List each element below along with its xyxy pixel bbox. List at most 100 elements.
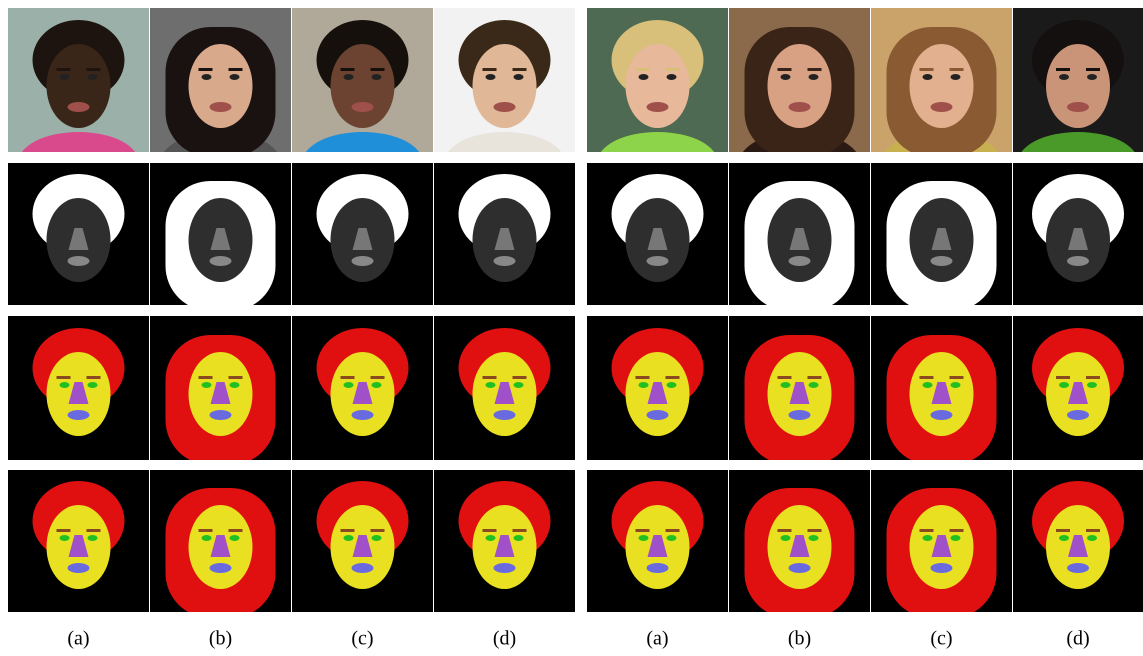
eye [230, 535, 240, 541]
eye [514, 74, 524, 80]
caption: (d) [493, 628, 516, 650]
eye [639, 382, 649, 388]
mouth [647, 256, 669, 266]
eye [1059, 535, 1069, 541]
mouth [1067, 256, 1089, 266]
eye [667, 382, 677, 388]
brow [1056, 529, 1070, 532]
eye [60, 382, 70, 388]
eye [88, 535, 98, 541]
brow [808, 529, 822, 532]
face-image [729, 163, 870, 311]
face [910, 44, 974, 128]
eye [344, 535, 354, 541]
mouth [210, 563, 232, 573]
eye [923, 74, 933, 80]
brow [371, 68, 385, 71]
eye [667, 535, 677, 541]
eye [809, 74, 819, 80]
brow [778, 529, 792, 532]
mouth [789, 102, 811, 112]
eye [230, 74, 240, 80]
brow [199, 376, 213, 379]
eye [372, 74, 382, 80]
face-image [8, 470, 149, 612]
eye [344, 382, 354, 388]
mouth [68, 102, 90, 112]
brow [513, 529, 527, 532]
mouth [647, 563, 669, 573]
brow [341, 68, 355, 71]
brow [666, 68, 680, 71]
caption: (c) [930, 628, 952, 650]
face-image [871, 470, 1012, 618]
brow [229, 529, 243, 532]
mouth [352, 563, 374, 573]
face [626, 44, 690, 128]
eye [639, 74, 649, 80]
brow [920, 68, 934, 71]
brow [778, 376, 792, 379]
brow [920, 529, 934, 532]
brow [341, 376, 355, 379]
brow [1086, 68, 1100, 71]
face [1046, 44, 1110, 128]
brow [778, 68, 792, 71]
caption: (b) [209, 628, 232, 650]
eye [514, 382, 524, 388]
mouth [1067, 563, 1089, 573]
mouth [352, 410, 374, 420]
face [47, 44, 111, 128]
mouth [210, 256, 232, 266]
eye [486, 74, 496, 80]
mouth [1067, 102, 1089, 112]
brow [920, 376, 934, 379]
mouth [931, 563, 953, 573]
eye [1059, 74, 1069, 80]
brow [229, 68, 243, 71]
mouth [494, 256, 516, 266]
caption: (b) [788, 628, 811, 650]
face-image [729, 470, 870, 618]
eye [202, 535, 212, 541]
brow [57, 376, 71, 379]
brow [87, 529, 101, 532]
eye [781, 382, 791, 388]
caption: (d) [1066, 628, 1089, 650]
eye [60, 535, 70, 541]
face-image [292, 470, 433, 612]
eye [951, 535, 961, 541]
mouth [1067, 410, 1089, 420]
mouth [494, 102, 516, 112]
brow [666, 529, 680, 532]
face-image [8, 316, 149, 460]
brow [1056, 376, 1070, 379]
mouth [647, 410, 669, 420]
figure: (a)(b)(c)(d)(a)(b)(c)(d) [0, 0, 1143, 656]
eye [639, 535, 649, 541]
eye [809, 535, 819, 541]
brow [483, 376, 497, 379]
eye [809, 382, 819, 388]
mouth [789, 410, 811, 420]
eye [1059, 382, 1069, 388]
face [189, 44, 253, 128]
face-image [729, 316, 870, 465]
brow [229, 376, 243, 379]
brow [636, 376, 650, 379]
eye [1087, 382, 1097, 388]
eye [88, 382, 98, 388]
eye [923, 382, 933, 388]
mouth [647, 102, 669, 112]
face-image [434, 163, 575, 305]
brow [513, 68, 527, 71]
face-image [587, 470, 728, 612]
brow [1086, 529, 1100, 532]
face-image [1013, 316, 1143, 460]
eye [1087, 535, 1097, 541]
mouth [68, 410, 90, 420]
brow [87, 68, 101, 71]
mouth [494, 410, 516, 420]
mouth [352, 102, 374, 112]
mouth [210, 410, 232, 420]
